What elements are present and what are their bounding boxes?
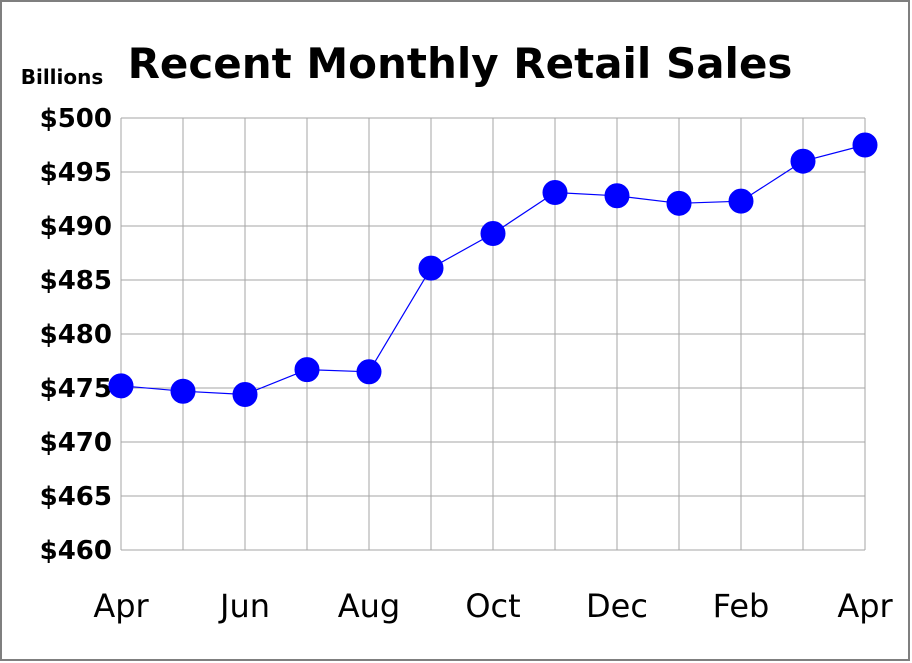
y-tick-label: $470 (40, 428, 112, 458)
y-axis-ticks: $460 $465 $470 $475 $480 $485 $490 $495 $500 (40, 104, 112, 566)
y-tick-label: $495 (40, 158, 112, 188)
y-tick-label: $465 (40, 482, 112, 512)
data-point (790, 148, 816, 174)
data-point (170, 378, 196, 404)
grid-lines (120, 117, 866, 551)
x-tick-label: Jun (218, 587, 270, 625)
data-point (852, 132, 878, 158)
y-tick-label: $480 (40, 320, 112, 350)
data-series (108, 132, 878, 407)
data-point (356, 359, 382, 385)
data-point (108, 373, 134, 399)
x-tick-label: Dec (586, 587, 648, 625)
y-tick-label: $460 (40, 536, 112, 566)
data-point (232, 381, 258, 407)
y-tick-label: $490 (40, 212, 112, 242)
data-point (294, 357, 320, 383)
y-tick-label: $475 (40, 374, 112, 404)
data-point (666, 190, 692, 216)
data-point (728, 188, 754, 214)
data-point (604, 183, 630, 209)
x-axis-ticks: Apr Jun Aug Oct Dec Feb Apr (93, 587, 893, 625)
y-axis-unit-label: Billions (21, 65, 104, 89)
chart-title: Recent Monthly Retail Sales (128, 39, 793, 88)
x-tick-label: Apr (837, 587, 893, 625)
x-tick-label: Apr (93, 587, 149, 625)
data-point (418, 255, 444, 281)
y-tick-label: $485 (40, 266, 112, 296)
data-point (480, 221, 506, 247)
x-tick-label: Oct (465, 587, 520, 625)
x-tick-label: Aug (338, 587, 400, 625)
data-point (542, 180, 568, 206)
x-tick-label: Feb (713, 587, 770, 625)
y-tick-label: $500 (40, 104, 112, 134)
